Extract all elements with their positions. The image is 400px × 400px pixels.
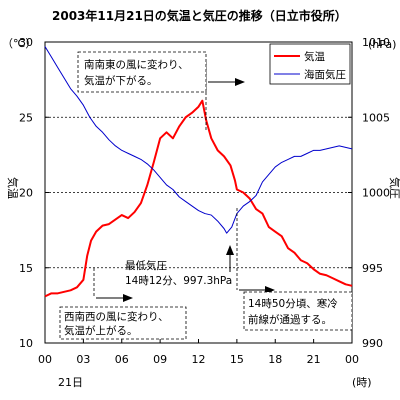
left-tick-label: 15: [19, 262, 33, 275]
right-tick-label: 1005: [362, 111, 390, 124]
x-axis-unit: (時): [352, 376, 372, 389]
legend: 気温 海面気圧: [269, 43, 351, 85]
annotation-text-line2: 前線が通過する。: [248, 313, 332, 326]
left-tick-label: 30: [19, 36, 33, 49]
gridlines: [45, 116, 352, 269]
annotation-box: [59, 306, 187, 340]
legend-label-pressure: 海面気圧: [304, 68, 346, 81]
series-pressure-line: [44, 46, 353, 234]
left-tick-label: 20: [19, 187, 33, 200]
left-tick-label: 25: [19, 111, 33, 124]
annotation-text-line2: 気温が下がる。: [84, 74, 158, 87]
right-axis-label: 気圧: [388, 177, 400, 199]
chart-title: 2003年11月21日の気温と気圧の推移（日立市役所）: [52, 8, 347, 23]
annotation-south-southeast-wind: 南南東の風に変わり、 気温が下がる。: [77, 51, 245, 130]
left-tick-label: 10: [19, 337, 33, 350]
left-axis-label: 気温: [6, 177, 20, 199]
series-layer: [44, 46, 353, 298]
right-tick-label: 1000: [362, 187, 390, 200]
axis-ticks: 00 03 06 09 12 15 18 21 00 10 15 20 25 30 990 995 1000 10…: [19, 36, 390, 366]
right-tick-label: 1010: [362, 36, 390, 49]
right-axis-unit: (hPa): [368, 38, 396, 51]
x-tick-label: 12: [192, 353, 206, 366]
x-tick-label: 03: [76, 353, 90, 366]
annotation-text-line1: 西南西の風に変わり、: [64, 310, 169, 323]
annotation-text-line2: 14時12分、997.3hPa: [125, 275, 232, 287]
annotation-text-line2: 気温が上がる。: [64, 324, 138, 337]
x-tick-label: 09: [153, 353, 167, 366]
x-axis-date-label: 21日: [58, 376, 83, 389]
annotation-box: [77, 51, 207, 93]
annotation-cold-front: 14時50分頃、寒冷 前線が通過する。: [236, 208, 353, 331]
annotation-text-line1: 南南東の風に変わり、: [84, 58, 189, 71]
x-tick-label: 18: [268, 353, 282, 366]
x-tick-label: 00: [345, 353, 359, 366]
left-axis-unit: （℃）: [2, 37, 36, 50]
x-tick-label: 21: [307, 353, 321, 366]
right-tick-label: 995: [362, 262, 383, 275]
series-temperature-line: [44, 99, 353, 298]
annotation-west-southwest-wind: 西南西の風に変わり、 気温が上がる。: [59, 268, 187, 340]
x-tick-label: 15: [230, 353, 244, 366]
annotation-text-line1: 14時50分頃、寒冷: [248, 297, 338, 310]
legend-label-temperature: 気温: [304, 50, 325, 63]
x-tick-label: 00: [38, 353, 52, 366]
right-tick-label: 990: [362, 337, 383, 350]
x-tick-label: 06: [115, 353, 129, 366]
annotation-text-line1: 最低気圧: [125, 259, 167, 272]
legend-box: [269, 43, 351, 85]
annotation-minimum-pressure: 最低気圧 14時12分、997.3hPa: [125, 245, 234, 287]
annotation-box: [243, 291, 353, 331]
